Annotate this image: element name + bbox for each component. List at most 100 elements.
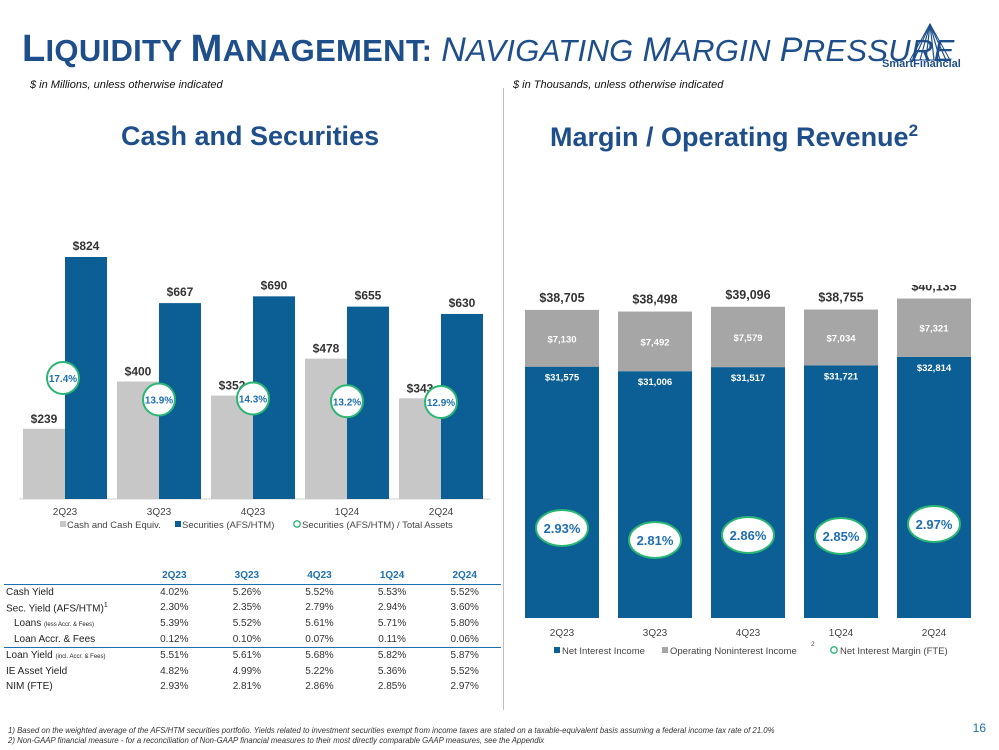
legend-label-ratio: Securities (AFS/HTM) / Total Assets	[302, 520, 453, 531]
bar-noninterest-income	[525, 309, 599, 367]
table-cell: 5.22%	[305, 665, 334, 677]
table-cell: 2.79%	[305, 602, 334, 614]
row-label-note: (less Accr. & Fees)	[44, 622, 95, 629]
table-row: Loan Accr. & Fees 0.12% 0.10% 0.07% 0.11% 0.0…	[4, 631, 501, 647]
legend-swatch-nim	[830, 646, 838, 654]
x-tick-label: 2Q23	[550, 628, 575, 639]
col-header: 2Q23	[138, 568, 211, 585]
table-corner	[4, 568, 138, 585]
table-row: NIM (FTE) 2.93% 2.81% 2.86% 2.85% 2.97%	[4, 679, 501, 695]
table-cell: 4.02%	[160, 586, 189, 598]
nim-marker	[907, 505, 961, 543]
table-cell: 5.52%	[232, 618, 262, 630]
table-cell: 2.81%	[232, 681, 262, 693]
row-label-note: (incl. Accr. & Fees)	[55, 654, 106, 661]
table-cell: 4.99%	[232, 665, 262, 677]
data-label-nii: $31,006	[638, 377, 672, 388]
logo-mark	[909, 22, 951, 61]
data-label-cash: $239	[31, 412, 58, 426]
table-cell: 0.11%	[378, 633, 406, 645]
row-label-text: Sec. Yield (AFS/HTM)	[6, 603, 104, 615]
table-cell: 0.06%	[450, 633, 479, 645]
table-cell: 4.82%	[160, 665, 189, 677]
table-cell: 3.60%	[450, 602, 479, 614]
legend-swatch-cash	[60, 521, 66, 527]
nim-label: 2.97%	[916, 517, 953, 532]
table-cell: 0.07%	[305, 633, 334, 645]
ratio-marker	[424, 385, 458, 419]
bar-noninterest-income	[804, 309, 878, 366]
cash-securities-chart: $239$82417.4%2Q23$400$66713.9%3Q23$352$6…	[19, 239, 490, 531]
row-label: NIM (FTE)	[4, 679, 138, 695]
nim-label: 2.93%	[544, 521, 581, 536]
x-tick-label: 2Q24	[922, 628, 947, 639]
col-header: 1Q24	[355, 568, 429, 585]
x-tick-label: 4Q23	[241, 507, 266, 518]
left-units-note: $ in Millions, unless otherwise indicate…	[30, 79, 223, 91]
col-header: 4Q23	[283, 568, 356, 585]
col-header: 3Q23	[210, 568, 284, 585]
legend-swatch-noninterest	[662, 647, 668, 653]
x-tick-label: 1Q24	[335, 507, 360, 518]
table-cell: 0.10%	[232, 633, 262, 645]
data-label-nii: $31,721	[824, 372, 859, 383]
table-cell: 5.87%	[428, 646, 501, 664]
x-tick-label: 4Q23	[736, 628, 761, 639]
data-label-noninterest: $7,579	[733, 333, 762, 344]
x-tick-label: 1Q24	[829, 628, 854, 639]
legend-label-cash: Cash and Cash Equiv.	[67, 520, 161, 531]
nim-marker	[628, 521, 682, 559]
page-number: 16	[972, 721, 986, 735]
bar-net-interest-income	[618, 371, 692, 618]
bar-net-interest-income	[711, 367, 785, 618]
col-header: 2Q24	[428, 568, 501, 585]
ratio-label: 14.3%	[239, 395, 267, 406]
bar-noninterest-income	[618, 311, 692, 372]
data-label-securities: $824	[73, 239, 100, 253]
table-cell: 2.93%	[160, 681, 189, 693]
data-label-noninterest: $7,492	[640, 337, 669, 348]
table-cell: 5.52%	[305, 586, 334, 598]
ratio-label: 13.9%	[145, 396, 173, 407]
table-cell: 5.61%	[210, 646, 284, 664]
legend-label-noninterest: Operating Noninterest Income	[670, 646, 797, 657]
row-label: Loan Accr. & Fees	[4, 631, 138, 647]
bar-net-interest-income	[804, 365, 878, 618]
page-title: LIQUIDITY MANAGEMENT: NAVIGATING MARGIN …	[22, 28, 955, 70]
margin-revenue-chart: $38,705 $7,130 $31,575 2.93% 2Q23 $38,498 $7,4…	[525, 285, 971, 657]
total-label: $40,135	[911, 285, 956, 294]
table-cell: 5.26%	[232, 586, 262, 598]
table-cell: 2.85%	[377, 681, 407, 693]
ratio-label: 17.4%	[49, 374, 77, 385]
row-label-footnote: 1	[103, 601, 108, 609]
table-cell: 5.51%	[138, 646, 211, 664]
table-cell: 2.86%	[305, 681, 334, 693]
ratio-label: 13.2%	[333, 397, 361, 408]
x-tick-label: 2Q24	[429, 507, 454, 518]
ratio-label: 12.9%	[427, 398, 455, 409]
table-cell: 5.82%	[355, 646, 429, 664]
row-label-text: Loan Yield	[6, 650, 53, 662]
row-label: Loans (less Accr. & Fees)	[4, 616, 138, 632]
row-label: Loan Yield (incl. Accr. & Fees)	[4, 646, 138, 664]
total-label: $38,498	[632, 293, 677, 307]
table-cell: 2.97%	[450, 681, 479, 693]
left-chart-heading: Cash and Securities	[121, 121, 380, 151]
table-cell: 5.36%	[377, 665, 407, 677]
logo-text: SmartFinancial	[882, 58, 961, 70]
nim-label: 2.85%	[823, 529, 860, 544]
table-cell: 2.35%	[232, 602, 262, 614]
legend-swatch-securities	[175, 521, 181, 527]
bar-noninterest-income	[711, 306, 785, 368]
row-label-text: NIM (FTE)	[6, 681, 53, 693]
yield-table: 2Q23 3Q23 4Q23 1Q24 2Q24 Cash Yield 4.02%…	[4, 568, 501, 695]
row-label-text: IE Asset Yield	[6, 665, 68, 677]
table-row: Cash Yield 4.02% 5.26% 5.52% 5.53% 5.52%	[4, 584, 501, 600]
ratio-marker	[330, 384, 364, 419]
nim-marker	[814, 517, 868, 555]
footnote-1: 1) Based on the weighted average of the …	[8, 726, 775, 735]
data-label-nii: $31,517	[731, 373, 765, 384]
table-cell: 5.80%	[450, 618, 479, 630]
x-tick-label: 3Q23	[643, 628, 668, 639]
legend-label-securities: Securities (AFS/HTM)	[182, 520, 274, 531]
